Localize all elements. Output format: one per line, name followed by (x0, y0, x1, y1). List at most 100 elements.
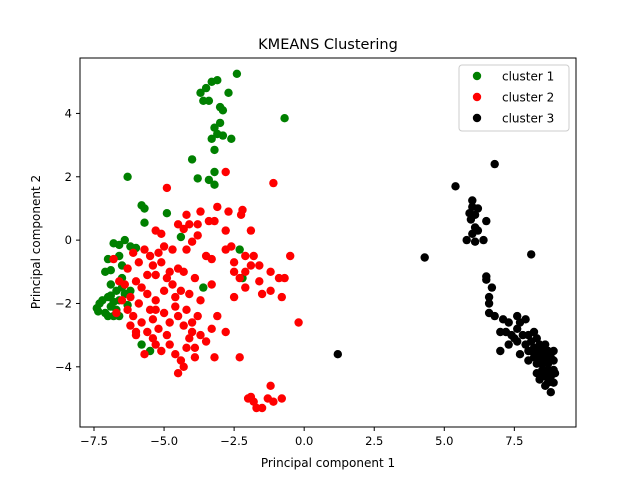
data-point (490, 311, 499, 321)
data-point (196, 207, 205, 216)
data-point (199, 96, 208, 106)
data-point (137, 318, 146, 327)
data-point (246, 226, 256, 235)
data-point (535, 375, 544, 384)
data-point (207, 324, 216, 333)
data-point (159, 242, 169, 251)
data-point (162, 330, 172, 340)
data-point (187, 327, 197, 337)
plot-area (92, 69, 560, 413)
series-cluster-1 (92, 69, 289, 356)
data-point (549, 346, 558, 356)
data-point (468, 229, 477, 238)
data-point (123, 264, 132, 273)
data-point (126, 286, 135, 295)
data-point (179, 321, 188, 330)
data-point (221, 327, 230, 337)
data-point (333, 350, 342, 359)
data-point (120, 235, 129, 245)
data-point (269, 397, 278, 406)
data-point (173, 220, 183, 229)
series-cluster-2 (109, 167, 303, 413)
data-point (529, 327, 539, 337)
data-point (115, 277, 124, 286)
data-point (154, 248, 163, 257)
data-point (521, 315, 530, 324)
data-point (266, 286, 275, 295)
data-point (224, 207, 233, 216)
data-point (484, 292, 494, 302)
data-point (187, 237, 197, 246)
y-tick-label: 4 (65, 106, 72, 120)
x-tick-label: −5.0 (150, 434, 178, 448)
x-tick-label: 2.5 (365, 434, 383, 448)
data-point (123, 172, 132, 181)
data-point (182, 305, 191, 314)
data-point (213, 202, 222, 212)
data-point (148, 315, 158, 324)
data-point (151, 305, 160, 314)
data-point (193, 231, 202, 240)
data-point (229, 292, 239, 302)
data-point (94, 307, 103, 316)
data-point (109, 254, 118, 264)
data-point (257, 289, 267, 299)
data-point (193, 174, 202, 183)
data-point (504, 340, 513, 349)
data-point (255, 261, 264, 270)
data-point (137, 283, 146, 292)
data-point (157, 229, 166, 238)
data-point (524, 356, 533, 365)
data-point (148, 334, 158, 343)
data-point (143, 327, 152, 337)
data-point (210, 180, 219, 189)
data-point (129, 248, 138, 257)
data-point (215, 118, 225, 128)
legend-label: cluster 3 (502, 112, 554, 126)
data-point (266, 381, 275, 390)
data-point (140, 350, 149, 359)
data-point (227, 134, 236, 143)
data-point (504, 318, 513, 327)
data-point (129, 311, 138, 321)
data-point (479, 235, 488, 245)
data-point (490, 159, 499, 169)
data-point (106, 266, 116, 275)
data-point (213, 311, 222, 321)
x-tick-label: 7.5 (505, 434, 523, 448)
data-point (190, 353, 200, 362)
data-point (280, 273, 289, 283)
legend-box (458, 64, 570, 132)
data-point (143, 270, 152, 280)
data-point (549, 378, 558, 387)
data-point (527, 337, 536, 346)
data-point (277, 394, 286, 403)
data-point (173, 311, 183, 321)
data-point (487, 283, 497, 292)
data-point (232, 69, 242, 79)
data-point (484, 299, 494, 308)
data-point (210, 145, 219, 155)
data-point (210, 167, 219, 177)
data-point (151, 340, 160, 349)
series-cluster-3 (333, 159, 560, 397)
data-point (294, 318, 303, 327)
x-axis-label: Principal component 1 (261, 456, 395, 470)
data-point (218, 106, 228, 115)
data-point (182, 245, 191, 254)
data-point (168, 280, 177, 289)
y-tick-label: 2 (65, 170, 72, 184)
data-point (151, 296, 160, 305)
data-point (468, 196, 477, 205)
data-point (171, 350, 180, 359)
data-point (123, 305, 132, 314)
data-point (266, 267, 275, 276)
data-point (162, 273, 172, 283)
data-point (269, 178, 278, 188)
data-point (162, 209, 172, 218)
data-point (173, 369, 183, 378)
data-point (210, 353, 219, 362)
data-point (193, 220, 202, 229)
axes: −7.5 −5.0 −2.5 0.0 2.5 5.0 7.5 −4 −2 0 2 4 (55, 57, 577, 448)
data-point (196, 88, 205, 98)
